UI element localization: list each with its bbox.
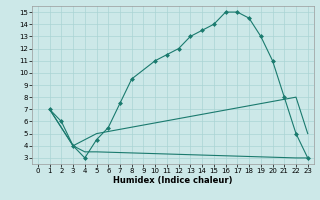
X-axis label: Humidex (Indice chaleur): Humidex (Indice chaleur) — [113, 176, 233, 185]
